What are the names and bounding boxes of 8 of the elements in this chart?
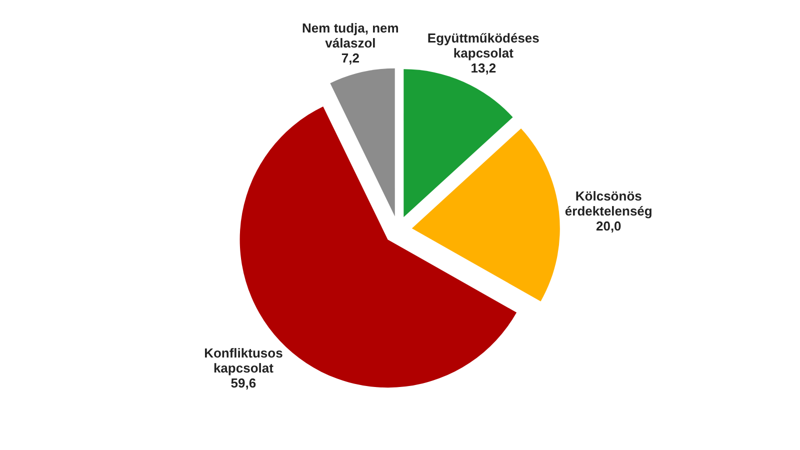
- data-label: 7,2: [341, 50, 360, 66]
- slice-label: Nem tudja, nem válaszol: [302, 20, 399, 50]
- slice-label: Kölcsönös érdektelenség: [564, 188, 652, 219]
- data-label: 13,2: [470, 60, 496, 76]
- data-label: 20,0: [596, 218, 622, 234]
- slice-label: Konfliktusos kapcsolat: [204, 346, 283, 376]
- data-label: 59,6: [230, 376, 256, 391]
- slice-label: Együttműködéses kapcsolat: [427, 30, 540, 61]
